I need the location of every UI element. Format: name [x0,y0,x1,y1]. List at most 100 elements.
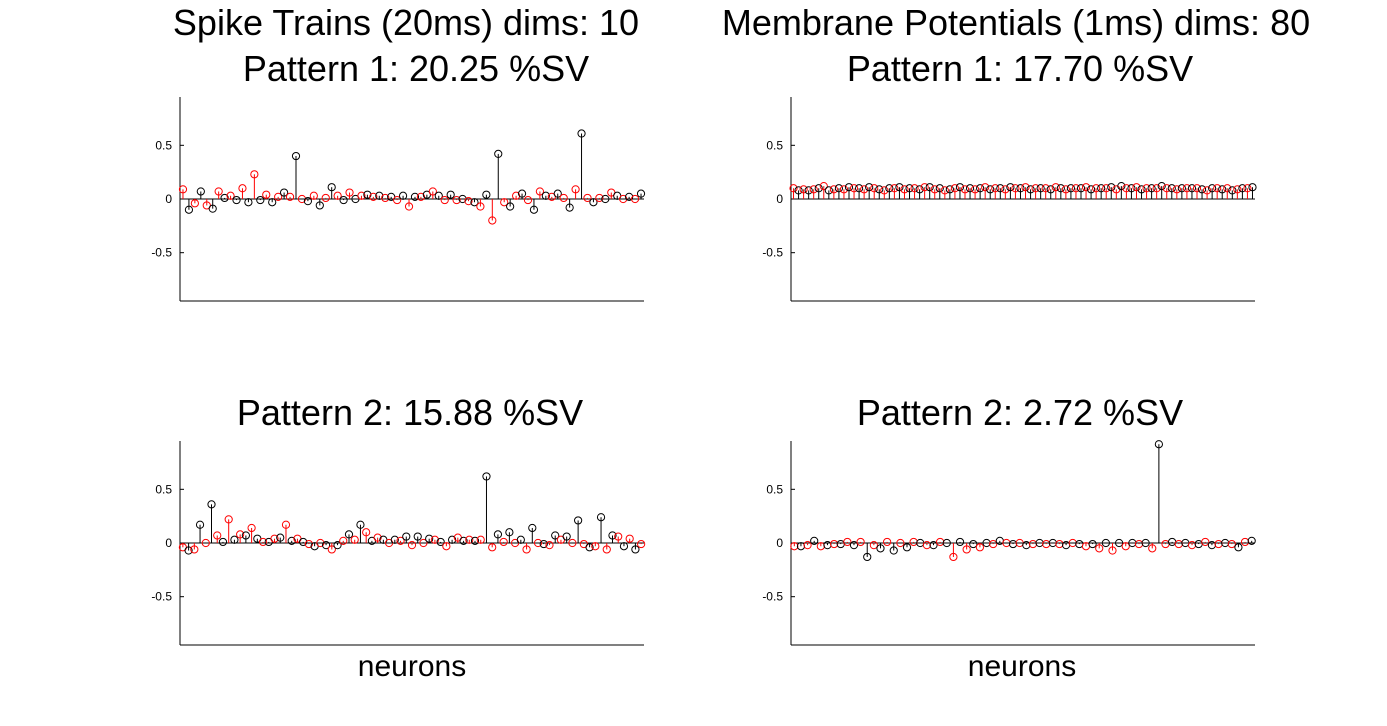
stem-marker [1234,543,1243,552]
stem-marker [447,535,457,544]
y-tick-label: 0.5 [155,138,172,152]
stem-marker [280,188,289,197]
stem-marker [213,531,222,540]
stem-marker [1097,184,1106,193]
stem-marker [488,543,497,552]
y-tick-label: 0.5 [155,482,172,496]
stem-marker [446,190,455,199]
stem-marker [281,520,291,529]
stem-marker [373,533,382,542]
stem-marker [1021,183,1030,192]
stem-marker [1154,440,1163,449]
stem-marker [790,542,799,551]
stem-marker [870,184,879,193]
stem-marker [321,193,330,203]
stem-marker [568,538,577,548]
y-tick-label: 0.5 [766,138,783,152]
stem-marker [184,546,193,555]
stem-marker [595,193,604,203]
stem-marker [1122,184,1131,193]
stem-marker [608,531,617,540]
stem-marker [809,185,818,194]
stem-marker [829,185,838,194]
stem-marker [829,539,839,549]
stem-marker [596,513,606,522]
stem-marker [819,182,828,191]
stem-marker [625,192,634,201]
stem-marker [929,541,938,550]
y-tick-label: -0.5 [762,246,783,260]
stem-marker [195,520,205,529]
stem-marker [476,202,485,211]
stem-marker [533,538,543,548]
chart-title-top-left-line2: Pattern 1: 20.25 %SV [242,48,590,89]
stem-marker [493,530,503,539]
stem-marker [922,541,931,550]
stem-marker [1042,539,1051,549]
stem-marker [327,545,336,554]
stem-marker [316,538,325,548]
stem-marker [996,184,1005,193]
stem-marker [1092,184,1101,193]
stem-marker [1223,184,1232,193]
y-tick-label: 0 [165,192,172,206]
stem-marker [1172,185,1181,194]
stem-marker [541,191,550,200]
chart-title-bottom-left: Pattern 2: 15.88 %SV [236,392,584,433]
y-tick-label: 0 [776,192,783,206]
stem-marker [1095,544,1104,553]
stem-marker [398,191,408,200]
stem-marker [794,186,803,195]
stem-marker [442,542,451,551]
stem-marker [190,545,199,554]
stem-marker [208,204,217,213]
stem-marker [430,535,440,544]
stem-marker [935,184,944,193]
stem-marker [1075,539,1084,549]
stem-marker [843,537,852,547]
stem-marker [1147,184,1156,193]
stem-marker [402,532,411,541]
stem-marker [436,537,445,547]
stem-marker [545,541,554,550]
stem-marker [1243,184,1252,193]
stem-marker [178,185,188,194]
stem-marker [1107,183,1116,192]
stem-marker [262,190,271,199]
y-tick-label: -0.5 [762,590,783,604]
stem-marker [577,129,586,138]
stem-marker [1115,538,1124,548]
y-tick-label: 0 [776,536,783,550]
chart-title-top-right-line1: Membrane Potentials (1ms) dims: 80 [721,2,1311,43]
stem-marker [1071,184,1081,193]
stem-marker [1167,184,1176,193]
stem-marker [810,536,819,545]
stem-marker [1148,544,1157,553]
stem-marker [945,185,954,194]
stem-marker [863,552,872,562]
stem-marker [1238,184,1247,193]
stem-marker [256,195,265,205]
stem-marker [363,190,372,199]
stem-marker [930,185,939,194]
stem-marker [1214,539,1223,549]
stem-marker [1081,183,1091,192]
stem-marker [601,194,610,204]
stem-marker [1056,184,1065,193]
stem-marker [583,193,592,203]
x-axis-label-right: neurons [967,650,1077,683]
stem-marker [976,184,985,193]
stem-marker [333,191,342,200]
stem-marker [381,193,390,203]
stem-marker [494,149,503,159]
stem-marker [1041,184,1050,193]
stem-marker [1201,537,1210,547]
stem-marker [425,534,434,543]
stem-marker [297,194,307,204]
stem-marker [854,184,864,193]
stem-marker [1088,539,1097,549]
stem-marker [344,530,354,539]
stem-marker [1061,185,1070,194]
stem-marker [986,185,995,194]
stem-marker [1134,539,1144,549]
